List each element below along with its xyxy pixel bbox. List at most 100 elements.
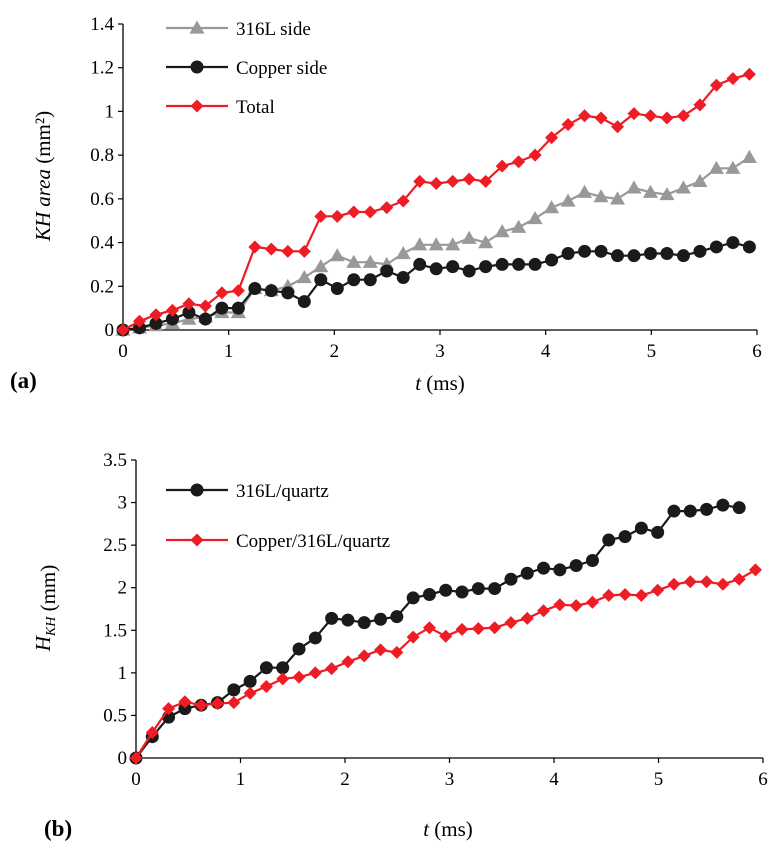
legend-label-b-1: Copper/316L/quartz bbox=[236, 531, 390, 552]
data-point-a-1 bbox=[561, 247, 575, 260]
data-point-a-1 bbox=[512, 257, 526, 271]
legend-label-b-0: 316L/quartz bbox=[236, 481, 329, 502]
data-point-a-1 bbox=[578, 244, 592, 258]
data-point-b-1 bbox=[292, 670, 306, 684]
data-point-a-2 bbox=[709, 78, 723, 92]
data-point-b-0 bbox=[504, 572, 518, 586]
x-axis-label-a: t (ms) bbox=[415, 371, 465, 395]
data-point-b-1 bbox=[716, 577, 730, 591]
data-point-a-1 bbox=[709, 240, 723, 254]
data-point-b-1 bbox=[569, 599, 583, 613]
data-point-a-1 bbox=[545, 253, 559, 267]
panel-label-a: (a) bbox=[10, 368, 37, 393]
chart-b: 0 0.5 1 1.5 2 2.5 3 3.5 0 1 2 3 4 5 6 316L/quartz Copper… bbox=[31, 450, 768, 841]
data-point-b-1 bbox=[585, 595, 599, 609]
chart-a: 0 0.2 0.4 0.6 0.8 1 1.2 1.4 0 1 2 3 4 5 6 316L side Copp… bbox=[10, 14, 762, 395]
data-point-b-1 bbox=[471, 622, 485, 636]
legend-marker-a-0 bbox=[189, 20, 205, 34]
x-tick-label-b: 5 bbox=[654, 769, 664, 790]
data-point-a-0 bbox=[659, 186, 675, 201]
data-point-b-0 bbox=[325, 611, 339, 625]
data-point-b-1 bbox=[243, 686, 257, 700]
data-point-b-1 bbox=[194, 698, 208, 712]
data-point-a-0 bbox=[544, 200, 560, 214]
data-point-b-1 bbox=[406, 630, 420, 644]
data-point-a-2 bbox=[512, 155, 526, 169]
data-point-b-1 bbox=[537, 604, 551, 618]
data-point-a-2 bbox=[281, 244, 295, 258]
data-point-b-1 bbox=[390, 645, 404, 659]
data-point-b-0 bbox=[178, 702, 192, 716]
data-point-b-0 bbox=[569, 559, 583, 573]
data-point-a-1 bbox=[330, 281, 344, 295]
y-tick-label-b: 0.5 bbox=[103, 705, 127, 726]
data-point-a-2 bbox=[660, 111, 674, 125]
legend-marker-b-1 bbox=[190, 533, 204, 547]
data-point-b-1 bbox=[602, 588, 616, 602]
y-tick-label-a: 1 bbox=[105, 101, 115, 122]
data-point-b-0 bbox=[488, 582, 502, 596]
data-point-b-0 bbox=[537, 561, 551, 575]
data-point-b-0 bbox=[732, 501, 746, 515]
data-point-b-1 bbox=[129, 751, 143, 765]
x-tick-label-a: 0 bbox=[118, 341, 128, 362]
legend-label-a-0: 316L side bbox=[236, 19, 311, 40]
data-point-a-2 bbox=[495, 159, 509, 173]
data-point-a-2 bbox=[676, 109, 690, 123]
data-point-a-2 bbox=[165, 303, 179, 317]
data-point-a-0 bbox=[577, 184, 593, 198]
data-point-a-2 bbox=[742, 67, 756, 81]
data-point-b-0 bbox=[700, 502, 714, 516]
data-point-a-2 bbox=[380, 201, 394, 215]
data-point-b-0 bbox=[667, 504, 681, 518]
data-point-b-0 bbox=[390, 610, 404, 624]
data-point-b-0 bbox=[651, 525, 665, 539]
data-point-b-1 bbox=[374, 643, 388, 657]
data-point-b-0 bbox=[553, 563, 567, 577]
data-point-a-2 bbox=[528, 148, 542, 162]
y-tick-label-a: 0.2 bbox=[90, 276, 114, 297]
data-point-b-1 bbox=[700, 575, 714, 589]
data-point-a-2 bbox=[132, 314, 146, 328]
data-point-a-1 bbox=[182, 306, 196, 320]
data-point-a-0 bbox=[692, 173, 708, 187]
data-point-b-1 bbox=[357, 649, 371, 663]
data-point-a-0 bbox=[428, 237, 444, 251]
x-tick-label-a: 1 bbox=[224, 341, 234, 362]
data-point-a-1 bbox=[693, 244, 707, 258]
data-point-b-0 bbox=[585, 553, 599, 567]
data-point-a-1 bbox=[726, 236, 740, 250]
data-point-a-2 bbox=[363, 205, 377, 219]
data-point-a-2 bbox=[462, 172, 476, 186]
y-tick-label-a: 1.2 bbox=[90, 58, 114, 79]
data-point-b-1 bbox=[520, 611, 534, 625]
data-point-b-1 bbox=[504, 616, 518, 630]
data-point-b-0 bbox=[716, 498, 730, 512]
data-point-a-0 bbox=[313, 259, 329, 273]
x-axis-label-b: t (ms) bbox=[423, 817, 473, 841]
data-point-b-1 bbox=[634, 588, 648, 602]
data-point-a-1 bbox=[314, 273, 328, 287]
x-tick-label-a: 2 bbox=[330, 341, 340, 362]
data-point-a-1 bbox=[594, 244, 608, 258]
data-point-b-0 bbox=[243, 674, 257, 688]
data-point-a-2 bbox=[643, 109, 657, 123]
data-point-b-0 bbox=[276, 661, 290, 675]
data-point-b-0 bbox=[455, 585, 469, 599]
data-point-a-0 bbox=[675, 180, 691, 194]
data-point-a-2 bbox=[248, 240, 262, 254]
legend-marker-b-0 bbox=[190, 483, 204, 497]
data-point-a-2 bbox=[198, 299, 212, 313]
data-point-a-1 bbox=[429, 262, 443, 276]
data-point-b-1 bbox=[618, 588, 632, 602]
legend-label-a-1: Copper side bbox=[236, 58, 327, 79]
y-tick-label-b: 0 bbox=[118, 748, 128, 769]
x-tick-label-a: 5 bbox=[647, 341, 657, 362]
data-point-a-0 bbox=[461, 230, 477, 244]
y-axis-label-b: HKH (mm) bbox=[31, 565, 60, 653]
data-point-b-0 bbox=[471, 582, 485, 596]
x-tick-label-b: 1 bbox=[236, 769, 246, 790]
data-point-a-0 bbox=[395, 246, 411, 260]
data-point-a-0 bbox=[741, 149, 757, 163]
